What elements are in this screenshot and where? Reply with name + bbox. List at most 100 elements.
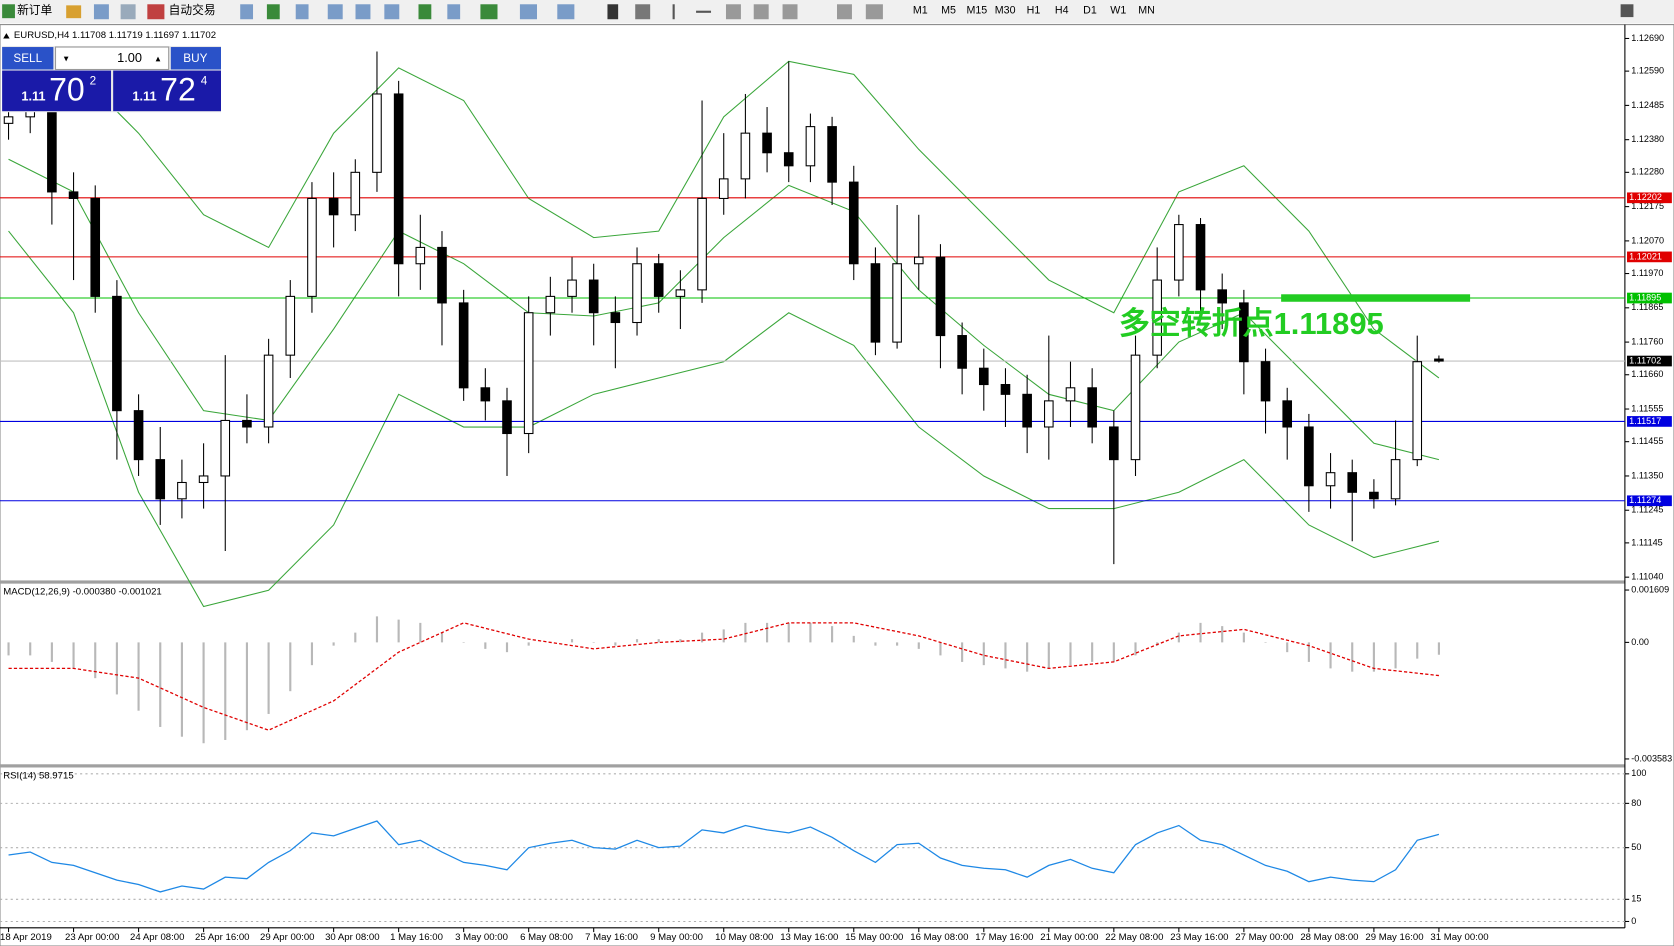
macd-bar xyxy=(1047,642,1050,669)
price-tag-label: 1.12021 xyxy=(1629,251,1662,261)
candle-body xyxy=(827,126,837,183)
lot-down[interactable]: ▾ xyxy=(64,53,69,64)
candle-body xyxy=(372,93,382,173)
candle-body xyxy=(1044,400,1054,428)
bollinger-band xyxy=(8,230,1440,608)
macd-bar xyxy=(180,642,183,737)
macd-bar xyxy=(1286,642,1289,653)
candle-body xyxy=(3,116,14,124)
sell-button[interactable] xyxy=(2,47,54,70)
x-tick-label: 1 May 16:00 xyxy=(390,932,443,943)
candle-body xyxy=(718,178,729,199)
macd-bar xyxy=(961,642,964,662)
y-tick-label: 0.00 xyxy=(1631,637,1649,647)
macd-bar xyxy=(484,642,487,649)
candle-body xyxy=(567,279,577,297)
x-tick-label: 15 May 00:00 xyxy=(845,932,903,943)
candle-body xyxy=(1304,426,1314,487)
macd-bar xyxy=(267,642,270,714)
macd-bar xyxy=(700,632,704,643)
macd-bar xyxy=(1069,642,1072,666)
timeframe-button[interactable]: M5 xyxy=(941,5,956,17)
timeframe-button[interactable]: MN xyxy=(1138,5,1155,17)
macd-bar xyxy=(809,622,812,643)
macd-bar xyxy=(1004,642,1007,669)
macd-bar xyxy=(1091,642,1094,662)
macd-bar xyxy=(527,642,530,646)
macd-bar xyxy=(1351,642,1354,672)
toolbar-button[interactable]: 自动交易 xyxy=(169,3,216,17)
candle-body xyxy=(1109,426,1119,461)
panel-separator xyxy=(0,764,1625,768)
candle-body xyxy=(415,246,426,265)
y-tick-label: 100 xyxy=(1631,768,1646,778)
timeframe-button[interactable]: M1 xyxy=(913,5,928,17)
y-tick-label: 1.11145 xyxy=(1631,537,1662,547)
collapse-icon[interactable] xyxy=(3,33,10,39)
x-tick-label: 10 May 08:00 xyxy=(715,932,773,943)
candle-body xyxy=(805,126,816,167)
y-tick-label: 1.11555 xyxy=(1631,403,1663,413)
bid-pips: 70 xyxy=(49,71,85,107)
rsi-line xyxy=(8,820,1440,893)
candle-body xyxy=(632,263,642,324)
x-tick-label: 23 Apr 00:00 xyxy=(65,932,119,943)
candle-body xyxy=(1412,361,1423,461)
candle-body xyxy=(523,312,534,435)
y-tick-label: -0.003583 xyxy=(1631,753,1672,763)
candle-body xyxy=(783,152,794,167)
y-tick-label: 0 xyxy=(1631,916,1636,926)
candle-body xyxy=(957,335,967,369)
toolbar-icons xyxy=(2,4,1634,20)
price-tag xyxy=(1627,192,1672,204)
candle-body xyxy=(1325,472,1336,487)
lot-field[interactable] xyxy=(54,46,170,71)
macd-bar xyxy=(657,639,660,643)
bid-big: 1.11 xyxy=(21,89,45,104)
macd-bar xyxy=(1437,642,1440,655)
x-tick-label: 13 May 16:00 xyxy=(780,932,838,943)
timeframe-button[interactable]: M30 xyxy=(995,5,1016,17)
candle-body xyxy=(242,419,252,428)
y-tick-label: 15 xyxy=(1631,894,1641,904)
candle-body xyxy=(177,481,187,500)
lot-up[interactable]: ▴ xyxy=(156,53,161,64)
macd-bar xyxy=(419,622,422,643)
timeframe-button[interactable]: H1 xyxy=(1027,5,1041,17)
price-tag-label: 1.12202 xyxy=(1629,192,1662,202)
candle-body xyxy=(740,132,751,180)
candle-body xyxy=(393,93,404,265)
timeframe-button[interactable]: D1 xyxy=(1083,5,1097,17)
y-tick-label: 1.12590 xyxy=(1631,66,1664,76)
macd-bar xyxy=(137,642,140,711)
x-tick-label: 31 May 00:00 xyxy=(1430,932,1488,943)
candle-body xyxy=(1087,387,1097,428)
y-tick-label: 1.11245 xyxy=(1631,505,1663,515)
candle-body xyxy=(1347,472,1358,493)
macd-bar xyxy=(354,632,357,643)
candle-body xyxy=(588,279,599,314)
timeframe-button[interactable]: H4 xyxy=(1055,5,1069,17)
timeframe-button[interactable]: M15 xyxy=(966,5,987,17)
buy-button[interactable] xyxy=(170,47,221,70)
macd-bar xyxy=(766,622,769,643)
timeframe-button[interactable]: W1 xyxy=(1110,5,1126,17)
macd-bar xyxy=(94,642,97,679)
macd-bar xyxy=(1307,642,1310,662)
candle-body xyxy=(1152,279,1162,356)
ask-box[interactable] xyxy=(113,70,221,112)
macd-bar xyxy=(1264,642,1267,643)
x-tick-label: 17 May 16:00 xyxy=(975,932,1033,943)
x-tick-label: 25 Apr 16:00 xyxy=(195,932,249,943)
x-tick-label: 16 May 08:00 xyxy=(910,932,968,943)
toolbar-button[interactable]: 新订单 xyxy=(17,3,52,17)
ask-pips: 72 xyxy=(160,71,196,107)
candle-body xyxy=(1000,384,1011,395)
macd-bar xyxy=(72,642,75,669)
candle-body xyxy=(1022,393,1032,428)
bid-box[interactable] xyxy=(2,70,112,112)
macd-bar xyxy=(614,642,617,646)
y-tick-label: 1.11865 xyxy=(1631,302,1663,312)
y-tick-label: 1.11455 xyxy=(1631,436,1663,446)
